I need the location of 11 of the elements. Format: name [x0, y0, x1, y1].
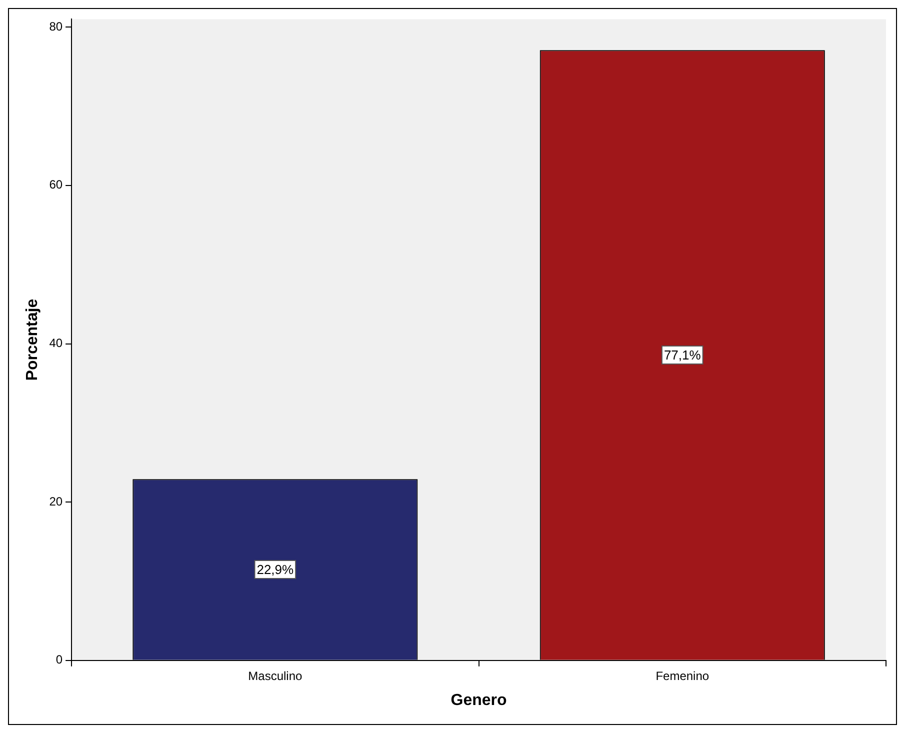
data-label: 22,9%	[256, 562, 294, 578]
data-label: 77,1%	[664, 348, 702, 363]
y-tick-label: 0	[56, 652, 63, 667]
y-axis-title: Porcentaje	[24, 298, 42, 381]
y-tick-label: 80	[49, 19, 63, 34]
y-tick-label: 20	[49, 494, 63, 508]
x-tick-label: Masculino	[248, 668, 302, 683]
y-tick-label: 60	[49, 178, 63, 192]
x-axis-title: Genero	[450, 692, 508, 709]
x-tick-label: Femenino	[656, 668, 710, 683]
y-tick-label: 40	[49, 336, 63, 350]
